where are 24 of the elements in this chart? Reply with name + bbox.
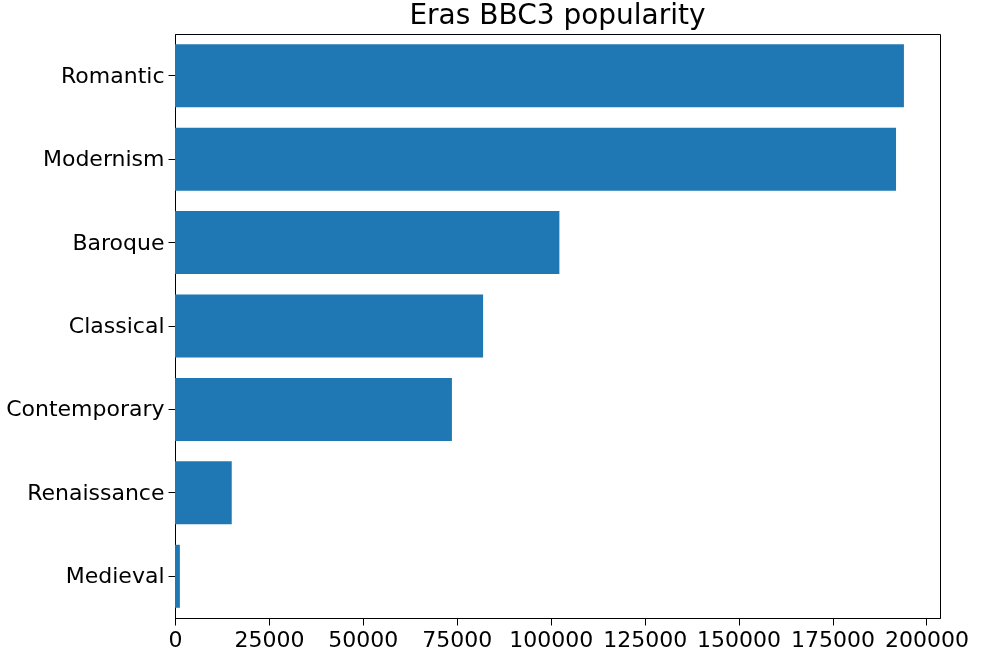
chart-title: Eras BBC3 popularity xyxy=(409,0,706,31)
bar xyxy=(175,44,904,108)
y-tick-label: Baroque xyxy=(72,229,165,255)
bar xyxy=(175,544,180,608)
x-tick-label: 125000 xyxy=(603,626,688,652)
x-tick-label: 100000 xyxy=(509,626,594,652)
bar xyxy=(175,127,897,191)
bar xyxy=(175,377,452,441)
bar xyxy=(175,294,484,358)
y-tick-label: Medieval xyxy=(65,563,165,589)
y-tick-label: Renaissance xyxy=(27,479,165,505)
y-tick-label: Contemporary xyxy=(6,396,165,422)
y-tick-label: Romantic xyxy=(61,62,165,88)
bar xyxy=(175,461,232,525)
bar xyxy=(175,211,560,275)
x-tick-label: 25000 xyxy=(234,626,305,652)
x-tick-label: 200000 xyxy=(884,626,969,652)
y-tick-label: Modernism xyxy=(42,146,165,172)
x-tick-label: 0 xyxy=(168,626,183,652)
x-tick-label: 175000 xyxy=(791,626,876,652)
x-tick-label: 150000 xyxy=(697,626,782,652)
x-tick-label: 50000 xyxy=(328,626,399,652)
y-tick-label: Classical xyxy=(68,313,165,338)
x-tick-label: 75000 xyxy=(422,626,493,652)
